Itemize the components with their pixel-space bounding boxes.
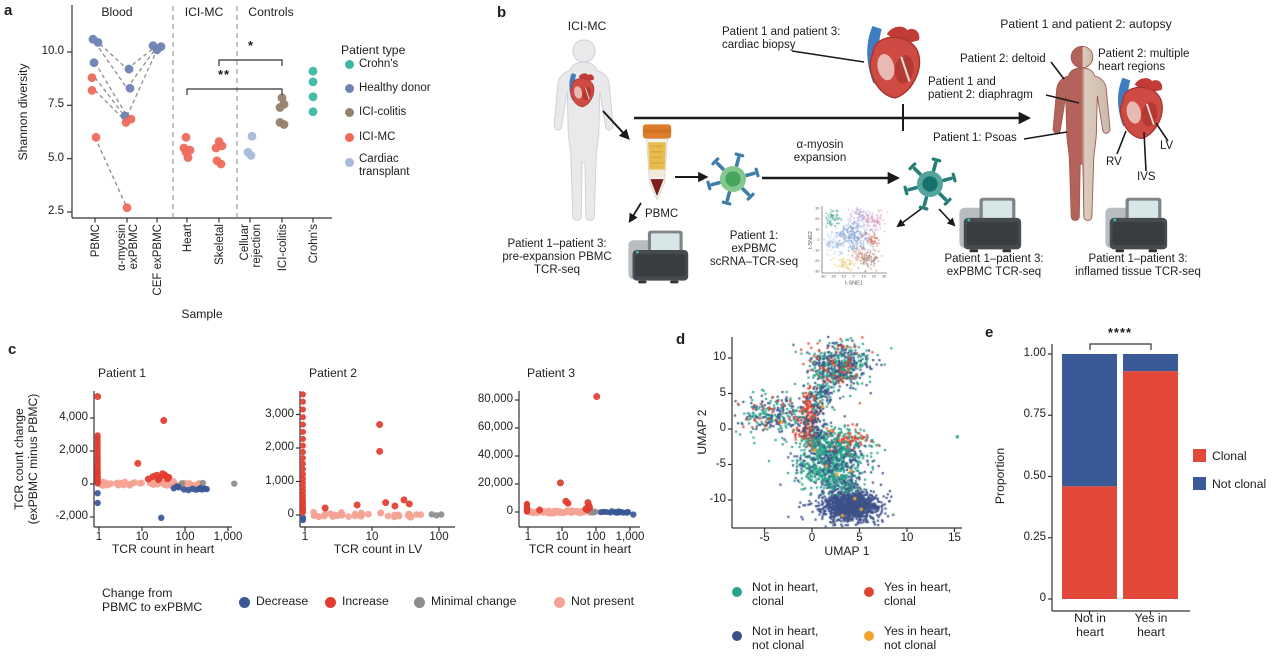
- umap-canvas: [0, 0, 1280, 659]
- figure: -30-30-20-20-10-1000101020203030t-SNE1t-…: [0, 0, 1280, 659]
